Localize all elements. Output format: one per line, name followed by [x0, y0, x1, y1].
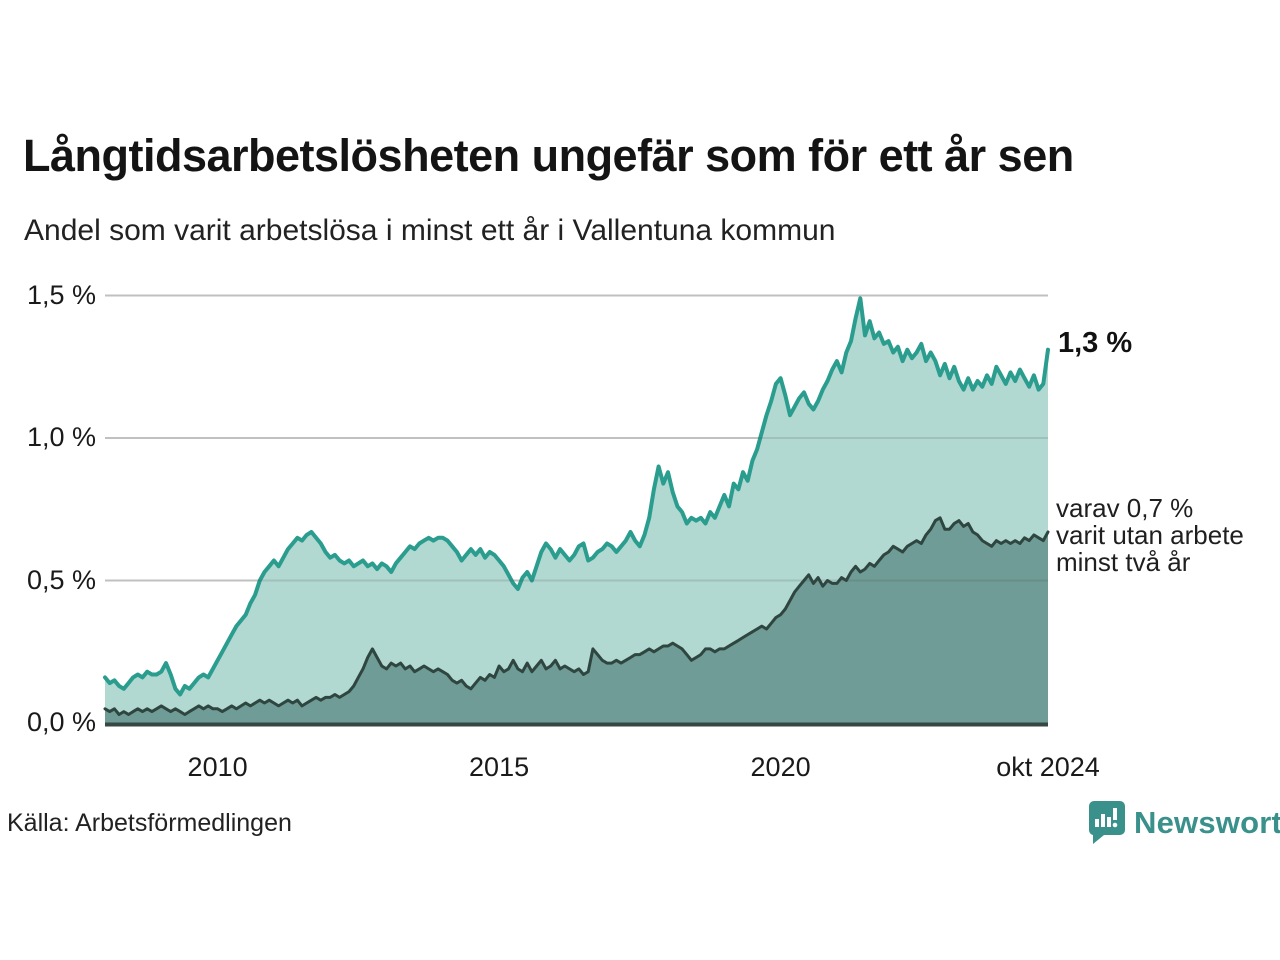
line-minst-tva-ar	[103, 516, 1050, 716]
logo-bar-2	[1101, 814, 1105, 827]
gridlines-overlay	[105, 294, 1048, 582]
area-fill-minst-tva-ar	[105, 517, 1048, 723]
logo-bar-1	[1095, 819, 1099, 827]
secondary-series-label-line2: varit utan arbete	[1056, 520, 1244, 550]
page-title: Långtidsarbetslösheten ungefär som för e…	[23, 130, 1074, 181]
x-tick-label: 2020	[750, 752, 811, 782]
logo-bar-3	[1107, 817, 1111, 827]
x-tick-label: okt 2024	[996, 752, 1100, 782]
logo-exclamation-dot	[1112, 822, 1118, 828]
newsworthy-wordmark: Newsworthy	[1134, 805, 1280, 840]
secondary-series-label-line1: varav 0,7 %	[1056, 493, 1194, 523]
end-value-label: 1,3 %	[1058, 327, 1133, 359]
logo-bubble	[1088, 801, 1125, 844]
x-tick-label: 2015	[469, 752, 530, 782]
newsworthy-logo: Newsworthy	[1086, 800, 1280, 846]
line-minst-ett-ar	[103, 296, 1050, 697]
secondary-series-label: varav 0,7 % varit utan arbete minst två …	[1056, 495, 1244, 576]
secondary-series-label-line3: minst två år	[1056, 547, 1191, 577]
y-tick-label: 0,0 %	[26, 707, 96, 737]
y-tick-label: 1,5 %	[26, 279, 96, 310]
y-tick-label: 0,5 %	[26, 564, 96, 595]
logo-exclamation-stroke	[1113, 808, 1117, 820]
newsworthy-logo-icon	[1088, 801, 1125, 844]
y-tick-label: 1,0 %	[26, 422, 96, 452]
source-caption: Källa: Arbetsförmedlingen	[7, 809, 292, 837]
x-tick-label: 2010	[187, 752, 248, 782]
page-subtitle: Andel som varit arbetslösa i minst ett å…	[24, 214, 836, 247]
